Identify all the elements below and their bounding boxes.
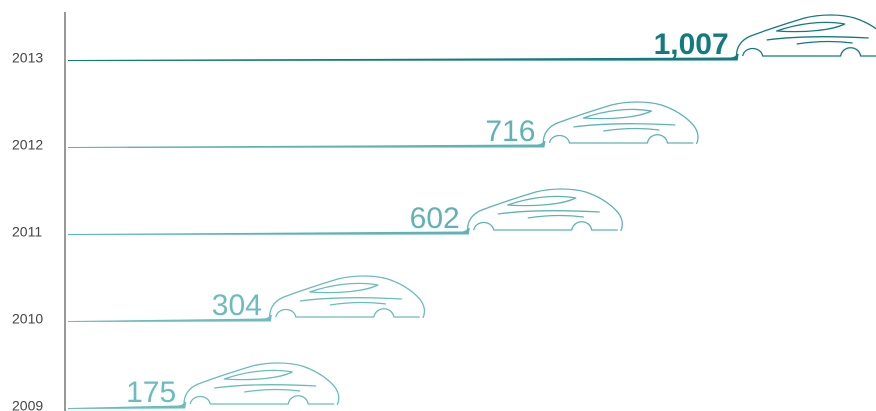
y-tick-label: 2009 bbox=[12, 398, 43, 411]
y-tick-label: 2011 bbox=[12, 224, 42, 240]
car-outline bbox=[735, 14, 876, 59]
y-tick-label: 2012 bbox=[12, 137, 43, 153]
value-label: 304 bbox=[212, 289, 262, 322]
bar bbox=[68, 54, 739, 61]
car-outline bbox=[269, 275, 426, 320]
bar bbox=[68, 402, 187, 409]
bar bbox=[68, 141, 546, 148]
car-outline bbox=[183, 362, 340, 407]
value-label: 1,007 bbox=[654, 28, 729, 61]
car-outline bbox=[466, 188, 623, 233]
value-label: 175 bbox=[126, 376, 176, 409]
value-label: 716 bbox=[485, 115, 535, 148]
value-label: 602 bbox=[410, 202, 460, 235]
y-tick-label: 2010 bbox=[12, 311, 43, 327]
bar bbox=[68, 315, 272, 322]
car-outline bbox=[542, 101, 699, 146]
y-tick-label: 2013 bbox=[12, 50, 43, 66]
bar bbox=[68, 228, 470, 235]
